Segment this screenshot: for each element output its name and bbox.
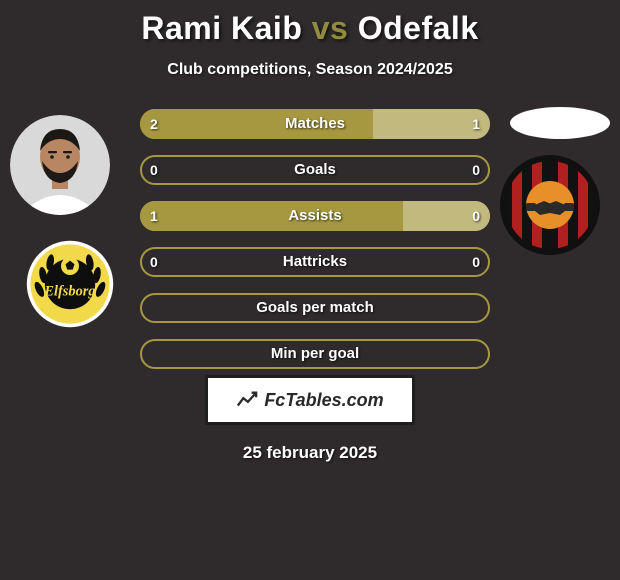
stat-label: Assists: [140, 201, 490, 231]
stat-label: Goals per match: [140, 293, 490, 323]
title-player-b: Odefalk: [358, 10, 479, 46]
stat-row: 0 0 Goals: [140, 155, 490, 185]
fctables-text: FcTables.com: [264, 390, 383, 411]
stat-label: Goals: [140, 155, 490, 185]
club-a-icon: Elfsborg: [25, 239, 115, 329]
subtitle: Club competitions, Season 2024/2025: [0, 61, 620, 79]
club-badge-b: [500, 155, 600, 255]
title-player-a: Rami Kaib: [141, 10, 302, 46]
stat-row: Min per goal: [140, 339, 490, 369]
page-title: Rami Kaib vs Odefalk: [0, 0, 620, 47]
date-text: 25 february 2025: [0, 443, 620, 463]
svg-text:Elfsborg: Elfsborg: [43, 284, 95, 300]
club-b-icon: [500, 155, 600, 255]
fctables-badge: FcTables.com: [205, 375, 415, 425]
club-badge-a: Elfsborg: [25, 239, 115, 329]
stat-label: Hattricks: [140, 247, 490, 277]
stat-label: Min per goal: [140, 339, 490, 369]
title-vs: vs: [312, 10, 349, 46]
stat-row: 0 0 Hattricks: [140, 247, 490, 277]
stat-bars: 2 1 Matches 0 0 Goals 1 0 Assists 0 0 Ha…: [140, 109, 490, 385]
avatar-a-icon: [10, 115, 110, 215]
comparison-stage: Elfsborg 2: [0, 97, 620, 477]
chart-icon: [236, 389, 258, 411]
stat-row: 2 1 Matches: [140, 109, 490, 139]
avatar-player-a: [10, 115, 110, 215]
stat-row: 1 0 Assists: [140, 201, 490, 231]
avatar-player-b: [510, 107, 610, 139]
stat-row: Goals per match: [140, 293, 490, 323]
stat-label: Matches: [140, 109, 490, 139]
